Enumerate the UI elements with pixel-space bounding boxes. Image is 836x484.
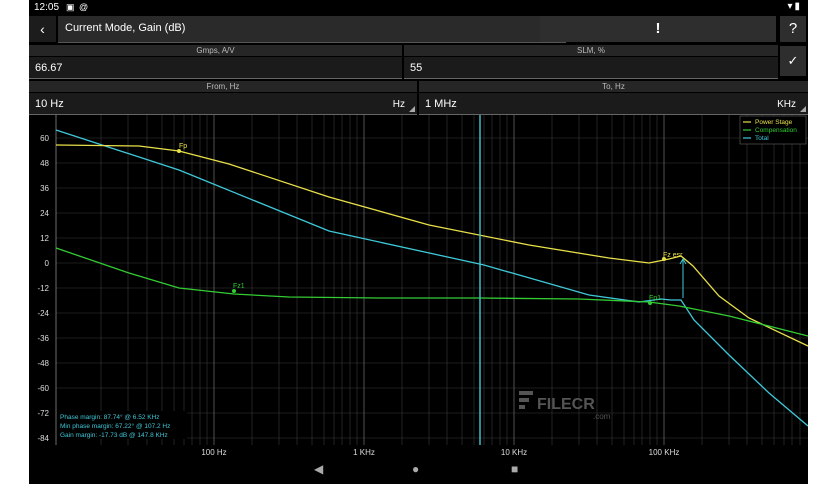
from-input[interactable]: 10 Hz Hz (29, 93, 417, 115)
back-button[interactable]: ‹ (29, 16, 56, 42)
gmps-input[interactable]: 66.67 (29, 57, 402, 79)
y-tick: 60 (40, 134, 49, 143)
y-tick: 36 (40, 184, 49, 193)
checkmark-icon: ✓ (787, 53, 799, 68)
nav-recents-icon[interactable]: ■ (511, 462, 519, 476)
power-stage-curve (55, 144, 808, 347)
legend-item: Compensation (755, 127, 797, 134)
dropdown-corner-icon (800, 106, 806, 112)
legend-item: Power Stage (755, 119, 793, 126)
confirm-button[interactable]: ✓ (780, 46, 806, 76)
to-value: 1 MHz (425, 98, 457, 110)
from-value: 10 Hz (35, 98, 64, 110)
image-icon: ▣ (66, 2, 75, 12)
margins-box: Phase margin: 87.74° @ 6.52 KHz Min phas… (57, 411, 187, 439)
watermark-text: FILECR (537, 396, 595, 413)
fz1-label: Fz1 (233, 283, 245, 290)
to-unit-select[interactable]: KHz (777, 99, 796, 110)
slm-value: 55 (410, 62, 423, 74)
x-tick: 1 KHz (353, 448, 375, 456)
fz-esr-label: Fz esr (663, 252, 683, 259)
fz-esr-marker (662, 257, 666, 261)
dropdown-corner-icon (409, 106, 415, 112)
phase-margin-text: Phase margin: 87.74° @ 6.52 KHz (60, 413, 160, 421)
legend-item: Total (755, 135, 769, 142)
y-tick: 12 (40, 234, 49, 243)
grid-decades (213, 115, 665, 445)
y-tick: 48 (40, 159, 49, 168)
compensation-curve (55, 247, 808, 337)
bode-plot[interactable]: 60 48 36 24 12 0 -12 -24 -36 -48 -60 -72… (29, 115, 808, 456)
y-tick: -36 (37, 334, 49, 343)
gain-margin-arrow-icon (679, 258, 687, 265)
nav-home-icon[interactable]: ● (412, 462, 420, 476)
slm-label: SLM, % (404, 45, 778, 56)
help-button[interactable]: ? (780, 16, 806, 42)
fp-label: Fp (179, 143, 187, 150)
to-input[interactable]: 1 MHz KHz (419, 93, 808, 115)
from-label: From, Hz (29, 81, 417, 92)
fp-marker (177, 149, 181, 153)
slm-input[interactable]: 55 (404, 57, 778, 79)
status-bar: 12:05 ▣ @ ▾▮ (29, 0, 808, 15)
legend: Power Stage Compensation Total (739, 115, 807, 145)
fp1-marker (648, 301, 652, 305)
at-icon: @ (79, 2, 89, 12)
app-screen: 12:05 ▣ @ ▾▮ ‹ Current Mode, Gain (dB) !… (29, 0, 808, 484)
x-tick: 10 KHz (501, 448, 527, 456)
status-time: 12:05 (34, 2, 60, 13)
from-unit-select[interactable]: Hz (392, 99, 405, 110)
navigation-bar: ◀ ● ■ (29, 456, 808, 484)
gain-margin-text: Gain margin: -17.73 dB @ 147.8 KHz (60, 432, 168, 439)
gmps-label: Gmps, A/V (29, 45, 402, 56)
y-tick: -72 (37, 409, 49, 418)
fz1-marker (232, 289, 236, 293)
watermark: FILECR .com (519, 391, 611, 421)
y-tick: -24 (37, 309, 49, 318)
watermark-sub: .com (593, 412, 611, 421)
y-tick: -12 (37, 284, 49, 293)
fp1-label: Fp1 (649, 295, 661, 302)
warning-button[interactable]: ! (540, 16, 776, 42)
nav-back-icon[interactable]: ◀ (314, 462, 324, 476)
y-tick: 0 (45, 259, 50, 268)
mode-select[interactable]: Current Mode, Gain (dB) (58, 16, 566, 43)
y-tick: 24 (40, 209, 49, 218)
back-arrow-icon: ‹ (40, 21, 45, 37)
y-tick: -84 (37, 434, 49, 443)
mode-value: Current Mode, Gain (dB) (65, 22, 186, 34)
gmps-value: 66.67 (35, 62, 63, 74)
y-tick: -60 (37, 384, 49, 393)
wifi-battery-icons: ▾▮ (787, 1, 802, 12)
to-label: To, Hz (419, 81, 808, 92)
min-phase-margin-text: Min phase margin: 67.22° @ 107.2 Hz (60, 422, 170, 430)
x-tick: 100 KHz (649, 448, 680, 456)
x-tick: 100 Hz (201, 448, 226, 456)
total-curve (55, 129, 808, 427)
y-tick: -48 (37, 359, 49, 368)
